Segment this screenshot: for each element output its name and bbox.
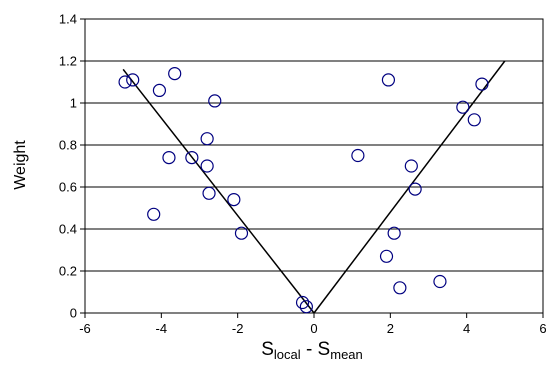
x-tick-label-1: -4 (156, 321, 168, 336)
x-tick-label-4: 2 (387, 321, 394, 336)
y-tick-label-7: 1.4 (59, 12, 77, 27)
data-point-12 (234, 226, 249, 240)
x-tick-label-5: 4 (463, 321, 470, 336)
data-point-20 (404, 159, 418, 173)
data-point-11 (147, 207, 161, 221)
data-point-21 (408, 182, 422, 196)
x-axis-title-subscript-mean: mean (330, 347, 363, 362)
x-axis-title: Slocal - Smean (261, 339, 363, 362)
x-tick-label-3: 0 (310, 321, 317, 336)
data-point-25 (475, 77, 489, 91)
y-tick-label-5: 1 (70, 96, 77, 111)
data-point-0 (118, 75, 132, 89)
y-axis-title: Weight (12, 140, 29, 190)
data-point-3 (168, 66, 182, 81)
data-point-4 (208, 94, 222, 108)
x-axis-title-main: S (261, 339, 274, 360)
y-tick-label-1: 0.2 (59, 264, 77, 279)
plot-area-border (84, 18, 544, 314)
x-axis-ticks: -6 -4 -2 0 2 4 6 (79, 313, 547, 336)
y-tick-label-2: 0.4 (59, 222, 77, 237)
data-point-6 (185, 151, 199, 165)
x-tick-label-6: 6 (539, 321, 546, 336)
data-point-18 (387, 226, 401, 240)
data-point-8 (200, 159, 214, 173)
x-tick-label-0: -6 (79, 321, 91, 336)
x-axis-title-separator: - S (301, 339, 331, 360)
data-point-13 (295, 295, 310, 310)
data-point-14 (299, 300, 313, 314)
x-axis-title-subscript-local: local (274, 347, 301, 362)
data-point-15 (351, 148, 365, 163)
data-point-10 (227, 193, 241, 207)
data-point-1 (126, 73, 140, 87)
trend-line-0 (122, 68, 315, 314)
data-point-17 (379, 249, 394, 263)
y-tick-label-6: 1.2 (59, 54, 77, 69)
data-point-24 (467, 113, 481, 127)
data-point-23 (456, 100, 470, 114)
y-tick-label-3: 0.6 (59, 180, 77, 195)
data-point-19 (393, 281, 407, 295)
data-point-22 (433, 274, 447, 289)
y-tick-label-4: 0.8 (59, 138, 77, 153)
data-point-2 (152, 83, 167, 98)
data-points (118, 66, 489, 314)
data-point-7 (200, 132, 214, 146)
x-tick-label-2: -2 (232, 321, 244, 336)
data-point-9 (202, 186, 216, 200)
data-point-16 (381, 73, 396, 87)
y-axis-ticks: 0 0.2 0.4 0.6 0.8 1 1.2 1.4 (59, 12, 85, 321)
y-tick-label-0: 0 (70, 306, 77, 321)
data-point-5 (162, 151, 176, 165)
gridlines (85, 18, 543, 314)
